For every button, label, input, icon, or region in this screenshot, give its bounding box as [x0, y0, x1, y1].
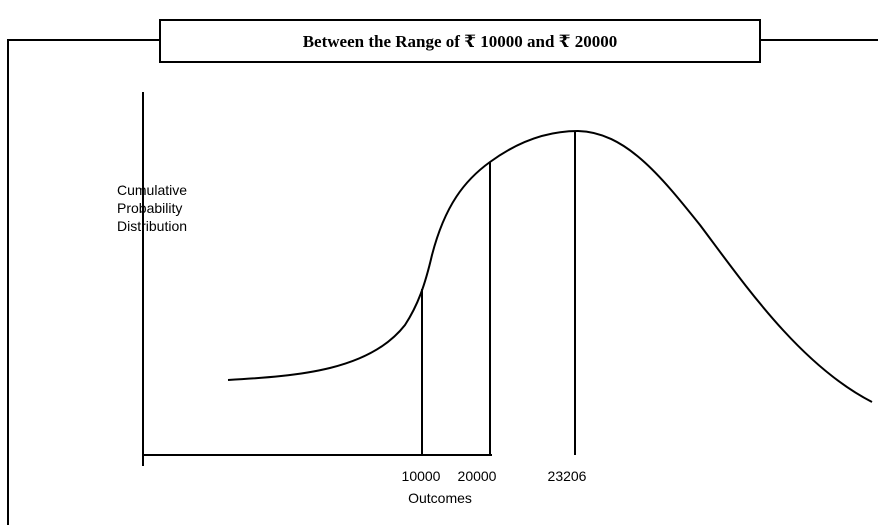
- x-marker-label: 10000: [402, 468, 441, 484]
- y-label: Cumulative: [117, 182, 187, 198]
- y-label: Distribution: [117, 218, 187, 234]
- y-label: Probability: [117, 200, 182, 216]
- x-marker-label: 23206: [548, 468, 587, 484]
- x-marker-label: 20000: [458, 468, 497, 484]
- title-box: [159, 19, 761, 63]
- curve: [227, 129, 873, 403]
- title: Between the Range of ₹ 10000 and ₹ 20000: [303, 32, 618, 51]
- x-label: Outcomes: [408, 490, 472, 506]
